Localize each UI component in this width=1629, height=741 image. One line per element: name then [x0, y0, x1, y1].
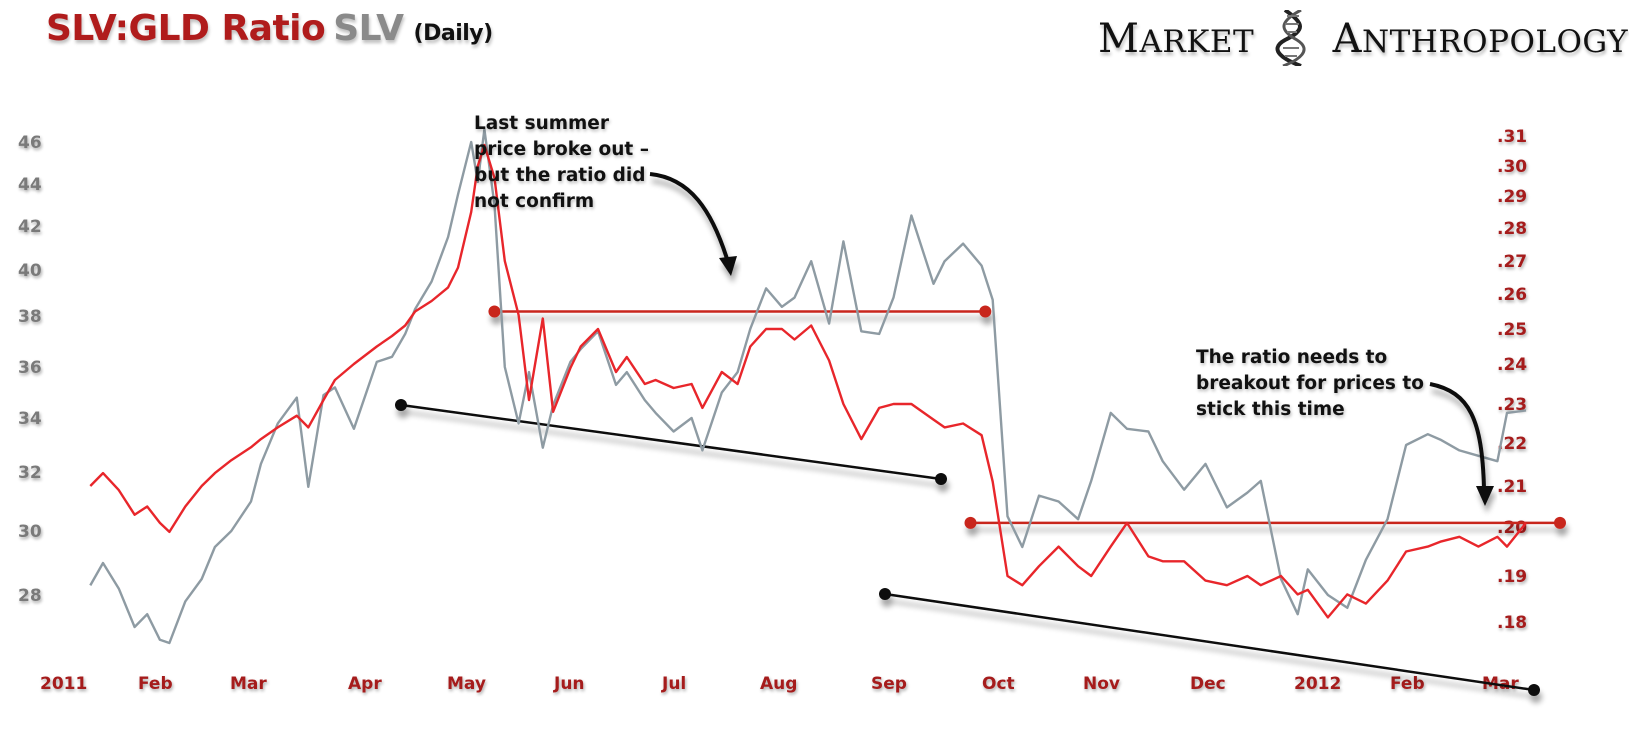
endpoint-dot-icon [935, 473, 947, 485]
y-right-tick-label: .26 [1497, 285, 1527, 305]
series-ratio-line [89, 143, 1527, 619]
y-right-tick-label: .27 [1497, 252, 1527, 272]
brand-m: M [1098, 16, 1140, 62]
annotation-ratio-breakout: The ratio needs to breakout for prices t… [1196, 347, 1424, 420]
y-right-tick-label: .29 [1497, 187, 1527, 207]
endpoint-dot-icon [879, 588, 891, 600]
dna-helix-icon [1276, 10, 1306, 66]
y-right-tick-label: .18 [1497, 613, 1527, 633]
chart-overlays [395, 305, 1566, 696]
x-tick-label: Aug [760, 674, 797, 694]
y-right-tick-label: .22 [1497, 434, 1527, 454]
y-left-tick-label: 36 [18, 358, 42, 378]
brand-a: A [1332, 16, 1362, 62]
y-right-tick-label: .31 [1497, 127, 1527, 147]
x-tick-label: Sep [871, 674, 907, 694]
y-right-tick-label: .28 [1497, 219, 1527, 239]
x-tick-label: Oct [982, 674, 1015, 694]
x-tick-label: Jun [553, 674, 585, 694]
down-trendline-line [395, 399, 947, 485]
x-tick-label: Dec [1190, 674, 1226, 694]
y-right-tick-label: .25 [1497, 320, 1527, 340]
y-left-tick-label: 34 [18, 409, 42, 429]
y-left-tick-label: 42 [18, 217, 42, 237]
y-left-tick-label: 46 [18, 133, 42, 153]
y-right-tick-label: .21 [1497, 477, 1527, 497]
y-right-tick-label: .30 [1497, 157, 1527, 177]
y-axis-right: .31.30.29.28.27.26.25.24.23.22.21.20.19.… [1497, 127, 1527, 633]
brand-anthropology-rest: NTHROPOLOGY [1362, 24, 1629, 60]
arrow-icon [1429, 382, 1494, 506]
y-left-tick-label: 30 [18, 522, 42, 542]
endpoint-dot-icon [1554, 516, 1566, 529]
y-left-tick-label: 38 [18, 307, 42, 327]
horizontal-resistance-line [964, 516, 1566, 529]
endpoint-dot-icon [395, 399, 407, 411]
y-left-tick-label: 32 [18, 463, 42, 483]
x-tick-label: Feb [1390, 674, 1425, 694]
x-tick-label: 2012 [1294, 674, 1341, 694]
y-left-tick-label: 28 [18, 586, 42, 606]
y-right-tick-label: .23 [1497, 395, 1527, 415]
title-frequency: (Daily) [413, 21, 494, 46]
annotation-last-summer: Last summer price broke out – but the ra… [474, 113, 649, 212]
y-right-tick-label: .24 [1497, 355, 1527, 375]
x-axis: 2011 Feb Mar Apr May Jun Jul Aug Sep Oct Nov Dec 201… [40, 674, 1519, 694]
horizontal-resistance-line [488, 305, 992, 318]
title-ratio: SLV:GLD Ratio [46, 8, 326, 49]
endpoint-dot-icon [1528, 684, 1540, 696]
title-slv: SLV [333, 8, 404, 49]
x-tick-label: Feb [138, 674, 173, 694]
x-tick-label: 2011 [40, 674, 87, 694]
y-left-tick-label: 40 [18, 261, 42, 281]
x-tick-label: May [447, 674, 486, 694]
series-slv-line [89, 128, 1527, 645]
endpoint-dot-icon [979, 305, 992, 318]
down-trendline-line [879, 588, 1540, 696]
chart-title: SLV:GLD Ratio SLV (Daily) [46, 8, 493, 49]
y-left-tick-label: 44 [18, 175, 42, 195]
endpoint-dot-icon [488, 305, 501, 318]
x-tick-label: Jul [661, 674, 686, 694]
arrow-icon [649, 172, 737, 276]
brand-market-rest: ARKET [1139, 24, 1255, 60]
endpoint-dot-icon [964, 516, 977, 529]
y-right-tick-label: .19 [1497, 567, 1527, 587]
x-tick-label: Mar [230, 674, 267, 694]
y-axis-left: 46 44 42 40 38 36 34 32 30 28 [18, 133, 42, 606]
brand-logo: MARKET ANTHROPOLOGY [1098, 10, 1628, 66]
x-tick-label: Apr [348, 674, 382, 694]
x-tick-label: Nov [1083, 674, 1120, 694]
